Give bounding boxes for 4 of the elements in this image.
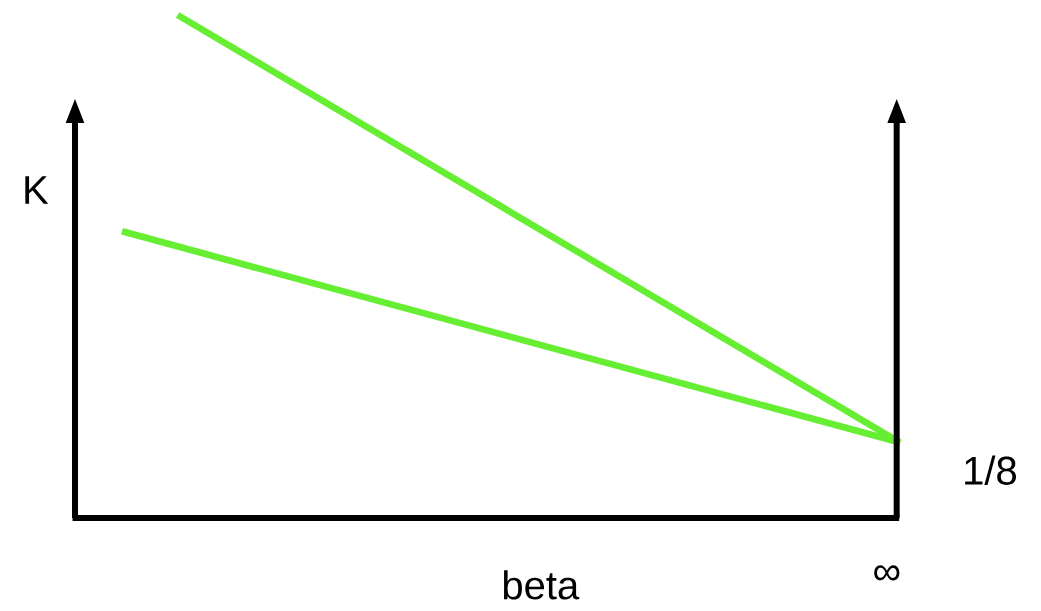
text: 1/8 xyxy=(965,455,1016,485)
y-axis-title: K xyxy=(25,176,49,204)
x-axis-title: beta xyxy=(503,570,580,600)
text: ∞ xyxy=(874,565,900,581)
